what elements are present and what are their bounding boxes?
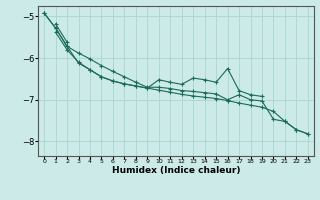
X-axis label: Humidex (Indice chaleur): Humidex (Indice chaleur) — [112, 166, 240, 175]
